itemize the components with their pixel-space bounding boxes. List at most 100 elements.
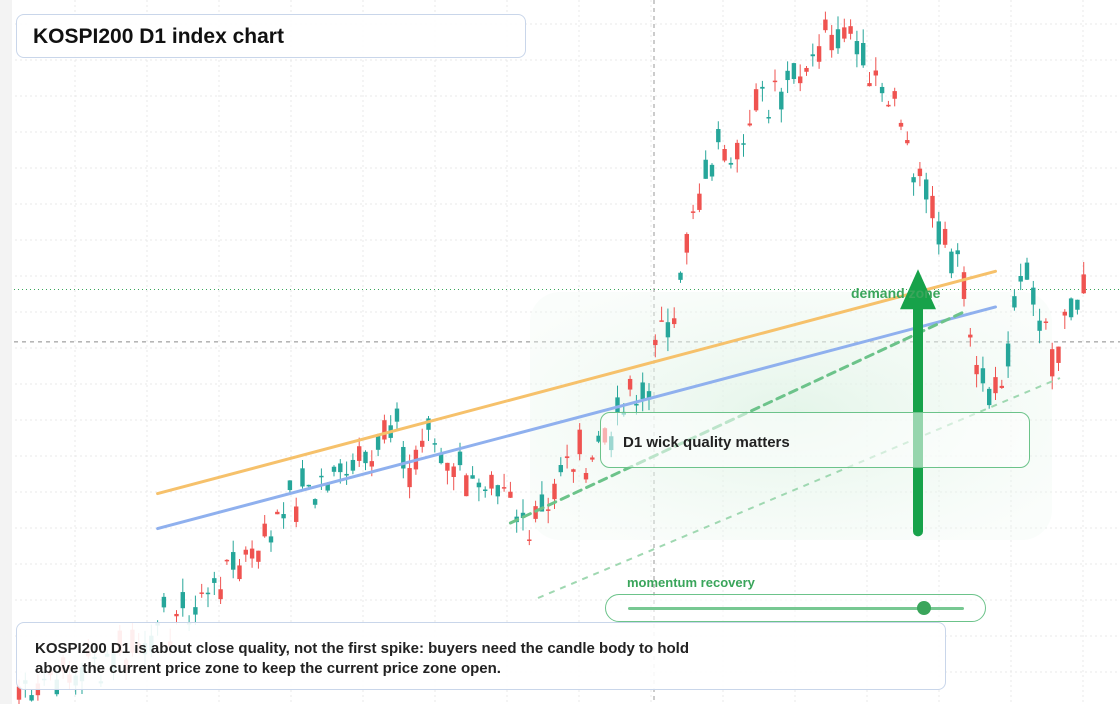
candle-down	[501, 487, 507, 489]
candle-up	[854, 41, 860, 55]
candle-down	[829, 34, 834, 51]
candle-up	[791, 63, 797, 80]
trendline-orange	[156, 269, 997, 496]
candle-up	[911, 177, 916, 183]
candle-down	[508, 491, 513, 498]
candle-up	[312, 499, 318, 505]
candle-up	[306, 484, 311, 487]
candle-down	[275, 511, 280, 515]
candle-down	[804, 67, 809, 72]
trendline-blue	[156, 305, 997, 531]
candle-up	[231, 552, 236, 570]
candle-up	[646, 391, 652, 400]
candle-down	[772, 80, 778, 83]
candle-down	[451, 466, 456, 477]
candle-down	[1081, 274, 1086, 294]
momentum-slider-knob[interactable]	[916, 601, 931, 615]
candle-up	[678, 272, 683, 280]
candle-up	[205, 592, 211, 595]
candle-up	[936, 221, 941, 245]
note-text: KOSPI200 D1 is about close quality, not …	[35, 640, 690, 677]
candle-down	[961, 272, 967, 299]
candle-down	[199, 592, 204, 594]
candle-up	[350, 459, 356, 471]
candle-down	[659, 320, 664, 322]
candle-down	[627, 378, 633, 390]
candle-up	[949, 251, 954, 274]
page-title: KOSPI200 D1 index chart	[33, 25, 284, 48]
candle-up	[766, 117, 771, 119]
candle-down	[886, 104, 891, 107]
candle-up	[483, 489, 488, 492]
candle-up	[161, 596, 167, 608]
candle-down	[262, 523, 267, 537]
candle-up	[180, 592, 185, 609]
candle-down	[243, 549, 248, 555]
candle-down	[823, 19, 828, 31]
candle-up	[1075, 299, 1080, 310]
candle-up	[640, 382, 645, 400]
candle-down	[583, 472, 589, 480]
candle-down	[489, 474, 494, 489]
candle-up	[879, 86, 885, 94]
candle-down	[898, 122, 904, 127]
candle-down	[357, 446, 362, 461]
candle-down	[999, 385, 1004, 388]
candle-up	[438, 453, 444, 464]
candle-up	[331, 466, 337, 472]
candle-up	[728, 162, 734, 165]
candle-up	[394, 408, 400, 422]
momentum-slider-track	[628, 607, 964, 610]
candle-up	[615, 397, 620, 413]
candle-down	[420, 440, 425, 447]
candle-up	[319, 475, 324, 478]
candle-down	[974, 364, 979, 375]
candle-down	[672, 318, 677, 325]
candle-up	[539, 494, 545, 512]
candle-up	[1068, 298, 1074, 318]
candle-up	[1005, 343, 1011, 367]
candle-down	[218, 589, 223, 600]
note-panel: KOSPI200 D1 is about close quality, not …	[16, 622, 946, 690]
candle-down	[407, 468, 412, 488]
candle-up	[432, 443, 437, 445]
candle-up	[634, 403, 639, 406]
candle-up	[596, 435, 601, 442]
candle-down	[552, 483, 557, 500]
candle-down	[753, 89, 759, 111]
momentum-label: momentum recovery	[627, 575, 755, 590]
candle-down	[653, 339, 658, 346]
candle-down	[237, 565, 242, 580]
callout-text: D1 wick quality matters	[623, 434, 790, 451]
candle-down	[369, 461, 374, 467]
candle-up	[760, 86, 765, 89]
candle-up	[1037, 320, 1042, 331]
candle-up	[268, 536, 274, 543]
candle-down	[256, 550, 261, 562]
candle-down	[873, 70, 878, 76]
candle-down	[798, 76, 803, 84]
candle-up	[375, 435, 381, 450]
demand-zone-label: demand zone	[851, 285, 941, 301]
candle-down	[1043, 321, 1049, 323]
candle-down	[1062, 311, 1067, 316]
arrow-head	[900, 269, 936, 310]
candle-up	[287, 480, 293, 491]
candle-up	[741, 143, 746, 145]
candle-down	[174, 613, 179, 617]
candle-up	[363, 451, 368, 464]
candle-down	[294, 506, 299, 522]
candle-down	[564, 456, 570, 459]
candle-down	[905, 140, 910, 144]
title-panel: KOSPI200 D1 index chart	[16, 14, 526, 58]
candle-up	[1012, 296, 1017, 308]
candle-up	[325, 483, 330, 491]
candle-up	[426, 418, 431, 430]
momentum-slider[interactable]	[605, 594, 986, 622]
candle-down	[1056, 346, 1061, 363]
candle-up	[1031, 287, 1036, 305]
candle-down	[816, 46, 822, 62]
candle-down	[735, 142, 740, 160]
candle-up	[665, 322, 671, 338]
candle-down	[848, 26, 853, 34]
